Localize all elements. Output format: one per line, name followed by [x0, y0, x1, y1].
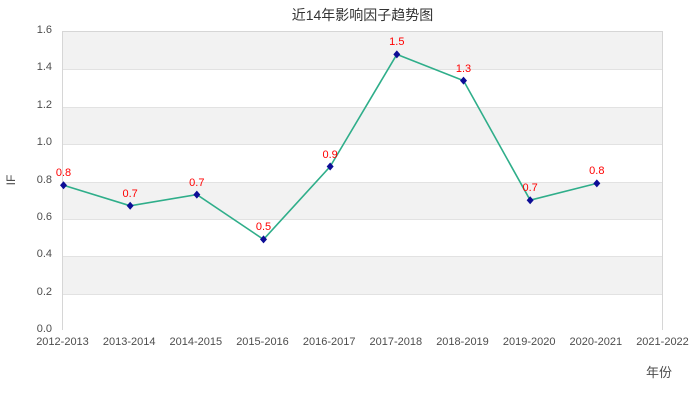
- y-tick-label: 0.4: [36, 248, 52, 261]
- plot-band: [63, 69, 662, 107]
- data-point-marker: [526, 196, 534, 205]
- data-point-label: 1.5: [389, 36, 405, 49]
- y-tick-label: 0.8: [36, 173, 52, 186]
- plot-area: 0.8 0.7 0.7 0.5 0.9 1.5 1.3 0.7 0.8: [56, 31, 663, 331]
- x-tick-label: 2012-2013: [36, 336, 89, 348]
- data-point-label: 0.8: [55, 167, 72, 180]
- chart-title: 近14年影响因子趋势图: [291, 7, 434, 23]
- x-tick-label: 2017-2018: [369, 336, 423, 348]
- trend-line: [63, 53, 598, 241]
- data-point-label: 1.3: [455, 62, 472, 75]
- plot-band: [63, 256, 662, 294]
- data-point-marker: [460, 76, 467, 85]
- y-tick-label: 0.0: [36, 323, 52, 335]
- gridline: [63, 293, 662, 295]
- data-point-marker: [60, 181, 67, 190]
- data-point-label: 0.5: [255, 221, 272, 234]
- data-point-label: 0.7: [122, 187, 138, 200]
- gridline: [63, 256, 662, 258]
- plot-band: [63, 293, 662, 331]
- x-axis-title: 年份: [645, 365, 672, 380]
- gridline: [63, 181, 662, 183]
- y-tick-label: 0.2: [36, 285, 52, 298]
- data-point-marker: [326, 162, 334, 171]
- x-tick-label: 2016-2017: [302, 336, 356, 348]
- x-tick-label: 2013-2014: [102, 336, 156, 348]
- y-tick-label: 1.0: [36, 136, 52, 149]
- data-point-marker: [393, 50, 401, 59]
- data-point-marker: [126, 201, 134, 210]
- x-tick-label: 2015-2016: [236, 336, 289, 348]
- data-point-label: 0.9: [322, 148, 338, 161]
- x-tick-label: 2019-2020: [502, 336, 556, 348]
- gridline: [63, 106, 662, 108]
- x-tick-label: 2020-2021: [569, 336, 623, 348]
- x-tick-label: 2018-2019: [436, 336, 489, 348]
- data-point-marker: [193, 190, 201, 199]
- gridline: [63, 69, 662, 71]
- data-point-marker: [593, 179, 601, 188]
- y-tick-label: 1.4: [36, 61, 52, 74]
- data-point-label: 0.8: [589, 165, 605, 178]
- y-tick-label: 1.6: [36, 24, 52, 36]
- gridline: [63, 218, 662, 220]
- data-point-marker: [260, 235, 267, 244]
- y-tick-label: 1.2: [36, 98, 52, 111]
- data-point-label: 0.7: [522, 182, 538, 195]
- plot-band: [63, 144, 662, 182]
- gridline: [63, 144, 662, 146]
- data-point-label: 0.7: [189, 176, 205, 189]
- x-tick-label: 2014-2015: [169, 336, 223, 348]
- y-tick-label: 0.6: [36, 210, 52, 223]
- plot-band: [63, 218, 662, 257]
- plot-band: [63, 32, 662, 70]
- trend-line-layer: [60, 50, 601, 244]
- x-tick-label: 2021-2022: [636, 336, 689, 348]
